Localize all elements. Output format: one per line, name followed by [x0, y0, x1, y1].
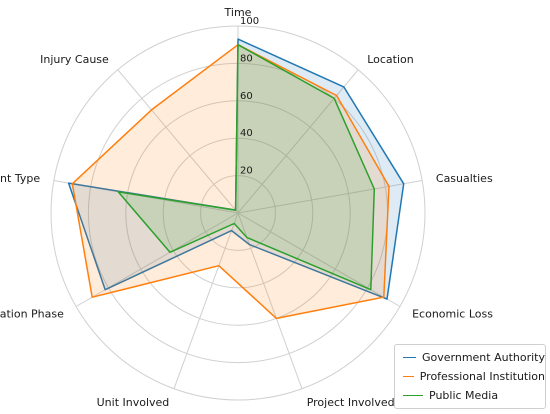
legend-label: Professional Institution [419, 370, 545, 383]
radial-tick-label: 20 [240, 166, 253, 177]
category-label-operation-phase: Operation Phase [0, 308, 64, 321]
grid-spoke-casualties [237, 180, 423, 214]
category-label-location: Location [367, 53, 414, 66]
category-label-accident-type: Accident Type [0, 172, 40, 185]
series-professional-institution [71, 43, 390, 320]
radial-tick-label: 100 [240, 16, 259, 27]
legend-item-government-authority: Government Authority [395, 348, 545, 367]
category-label-casualties: Casualties [436, 172, 493, 185]
legend-label: Public Media [429, 389, 499, 402]
radial-tick-label: 80 [240, 53, 253, 64]
chart-legend: Government Authority Professional Institu… [394, 344, 546, 409]
legend-label: Government Authority [421, 351, 545, 364]
grid-spoke-operation-phase [75, 212, 239, 307]
category-label-injury-cause: Injury Cause [40, 53, 109, 66]
radar-series [67, 38, 405, 320]
grid-spoke-location [237, 69, 359, 214]
grid-spoke-unit-involved [173, 212, 239, 389]
radial-tick-label: 60 [240, 91, 253, 102]
category-label-time: Time [224, 6, 252, 19]
legend-item-professional-institution: Professional Institution [395, 367, 545, 386]
category-label-unit-involved: Unit Involved [97, 396, 170, 409]
legend-swatch [403, 376, 414, 377]
grid-spoke-injury-cause [117, 69, 239, 214]
radial-tick-label: 40 [240, 128, 253, 139]
legend-swatch [403, 357, 416, 358]
grid-spoke-project-involved [237, 212, 303, 389]
legend-item-public-media: Public Media [395, 386, 545, 405]
category-label-project-involved: Project Involved [307, 396, 395, 409]
grid-spoke-economic-loss [237, 212, 401, 307]
category-label-economic-loss: Economic Loss [412, 308, 493, 321]
legend-swatch [403, 395, 423, 396]
series-public-media [117, 43, 376, 291]
